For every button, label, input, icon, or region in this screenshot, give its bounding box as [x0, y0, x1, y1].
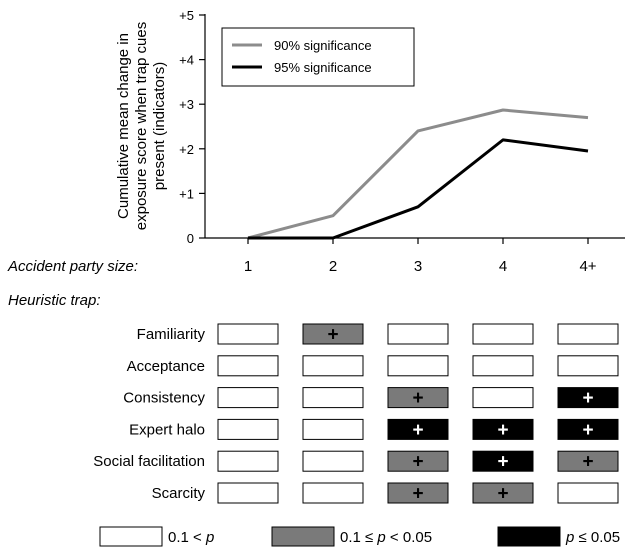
- table-cell: [302, 323, 364, 345]
- plus-marker: +: [497, 484, 508, 505]
- table-cell: [557, 482, 619, 504]
- plus-marker: +: [412, 388, 423, 409]
- table-cells: + + + + + + + + + + +: [217, 323, 619, 505]
- plus-marker: +: [412, 452, 423, 473]
- plus-marker: +: [412, 484, 423, 505]
- table-cell: [557, 387, 619, 409]
- y-axis-label-line: exposure score when trap cues: [133, 22, 150, 230]
- y-ticks: 0 +1 +2 +3 +4 +5: [179, 8, 205, 246]
- legend-swatch-ns: [99, 526, 163, 547]
- series-lines: [247, 108, 589, 240]
- plus-marker: +: [582, 452, 593, 473]
- legend-label-p05: p ≤ 0.05: [565, 529, 620, 546]
- row-label: Expert halo: [129, 421, 205, 438]
- y-tick-label: +1: [179, 186, 194, 201]
- row-label: Familiarity: [137, 326, 206, 343]
- table-cell: [472, 418, 534, 440]
- table-cell: [302, 450, 364, 472]
- y-tick-label: +4: [179, 53, 194, 68]
- table-cell: [387, 323, 449, 345]
- plus-marker: +: [497, 420, 508, 441]
- y-tick-label: +2: [179, 142, 194, 157]
- plus-marker: +: [582, 420, 593, 441]
- legend-label-p10: 0.1 ≤ p < 0.05: [340, 529, 432, 546]
- y-tick-label: +3: [179, 97, 194, 112]
- table-cell: [302, 387, 364, 409]
- legend: 90% significance 95% significance: [221, 27, 415, 87]
- table-cell: [217, 418, 279, 440]
- plus-marker: +: [412, 420, 423, 441]
- y-axis-label-line: Cumulative mean change in: [115, 33, 132, 219]
- row-label: Consistency: [123, 390, 205, 407]
- table-cell: [472, 355, 534, 377]
- x-axis-label: Accident party size:: [7, 258, 138, 275]
- table-cell: [217, 387, 279, 409]
- significance-legend: 0.1 < p 0.1 ≤ p < 0.05 p ≤ 0.05: [99, 526, 620, 547]
- table-cell: [557, 450, 619, 472]
- x-tick-label: 1: [244, 258, 252, 275]
- table-cell: [557, 418, 619, 440]
- table-cell: [387, 482, 449, 504]
- table-cell: [472, 482, 534, 504]
- row-label: Acceptance: [127, 358, 205, 375]
- legend-label: 90% significance: [274, 38, 372, 53]
- y-tick-label: +5: [179, 8, 194, 23]
- table-cell: [472, 323, 534, 345]
- table-cell: [387, 355, 449, 377]
- plus-marker: +: [497, 452, 508, 473]
- row-label: Scarcity: [152, 485, 206, 502]
- legend-box: [221, 27, 415, 87]
- y-tick-label: 0: [187, 231, 194, 246]
- table-cell: [387, 387, 449, 409]
- table-cell: [217, 450, 279, 472]
- row-labels: Familiarity Acceptance Consistency Expert h…: [93, 326, 205, 502]
- x-tick-label: 3: [414, 258, 422, 275]
- x-ticks: 1 2 3 4 4+: [244, 238, 597, 275]
- table-cell: [302, 482, 364, 504]
- table-cell: [302, 355, 364, 377]
- table-cell: [217, 355, 279, 377]
- line-chart: Cumulative mean change inexposure score …: [7, 8, 625, 275]
- legend-swatch-p05: [497, 526, 561, 547]
- table-cell: [557, 355, 619, 377]
- table-cell: [302, 418, 364, 440]
- x-tick-label: 2: [329, 258, 337, 275]
- x-tick-label: 4+: [579, 258, 596, 275]
- table-cell: [387, 418, 449, 440]
- table-cell: [557, 323, 619, 345]
- table-cell: [387, 450, 449, 472]
- row-label: Social facilitation: [93, 453, 205, 470]
- series-line-90: [247, 108, 589, 240]
- y-axis-label: Cumulative mean change inexposure score …: [115, 22, 168, 230]
- plus-marker: +: [582, 388, 593, 409]
- legend-swatch-p10: [271, 526, 335, 547]
- x-tick-label: 4: [499, 258, 507, 275]
- table-title: Heuristic trap:: [8, 292, 101, 309]
- legend-label-ns: 0.1 < p: [168, 529, 214, 546]
- plus-marker: +: [327, 325, 338, 346]
- legend-label: 95% significance: [274, 60, 372, 75]
- y-axis-label-line: present (indicators): [151, 62, 168, 190]
- heuristic-trap-table: Heuristic trap: Familiarity Acceptance Con…: [8, 292, 619, 505]
- table-cell: [472, 450, 534, 472]
- table-cell: [472, 387, 534, 409]
- table-cell: [217, 323, 279, 345]
- table-cell: [217, 482, 279, 504]
